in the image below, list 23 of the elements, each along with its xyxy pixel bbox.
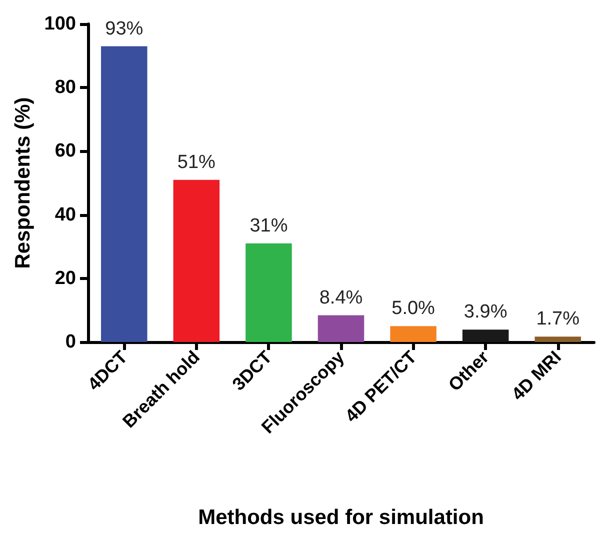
y-tick-label: 60	[54, 140, 76, 162]
bar	[173, 180, 220, 342]
data-label: 3.9%	[464, 302, 508, 323]
bar	[318, 315, 364, 342]
data-label: 8.4%	[319, 287, 363, 308]
y-tick-label: 80	[54, 77, 76, 98]
bar	[534, 336, 581, 342]
y-axis-title: Respondents (%)	[11, 97, 34, 269]
bar	[462, 330, 509, 342]
y-tick-label: 20	[54, 268, 76, 289]
data-label: 5.0%	[392, 298, 436, 320]
data-label: 93%	[105, 18, 144, 40]
y-tick-label: 40	[54, 204, 76, 226]
bar	[246, 243, 292, 342]
x-tick-label: 4D MRI	[508, 346, 565, 404]
data-label: 51%	[177, 152, 216, 173]
bar	[101, 46, 148, 342]
y-tick-label: 100	[44, 14, 76, 34]
x-axis-title: Methods used for simulation	[198, 506, 484, 529]
data-label: 31%	[250, 215, 288, 236]
y-tick-label: 0	[65, 332, 76, 352]
data-label: 1.7%	[536, 308, 580, 330]
bar	[390, 326, 436, 342]
